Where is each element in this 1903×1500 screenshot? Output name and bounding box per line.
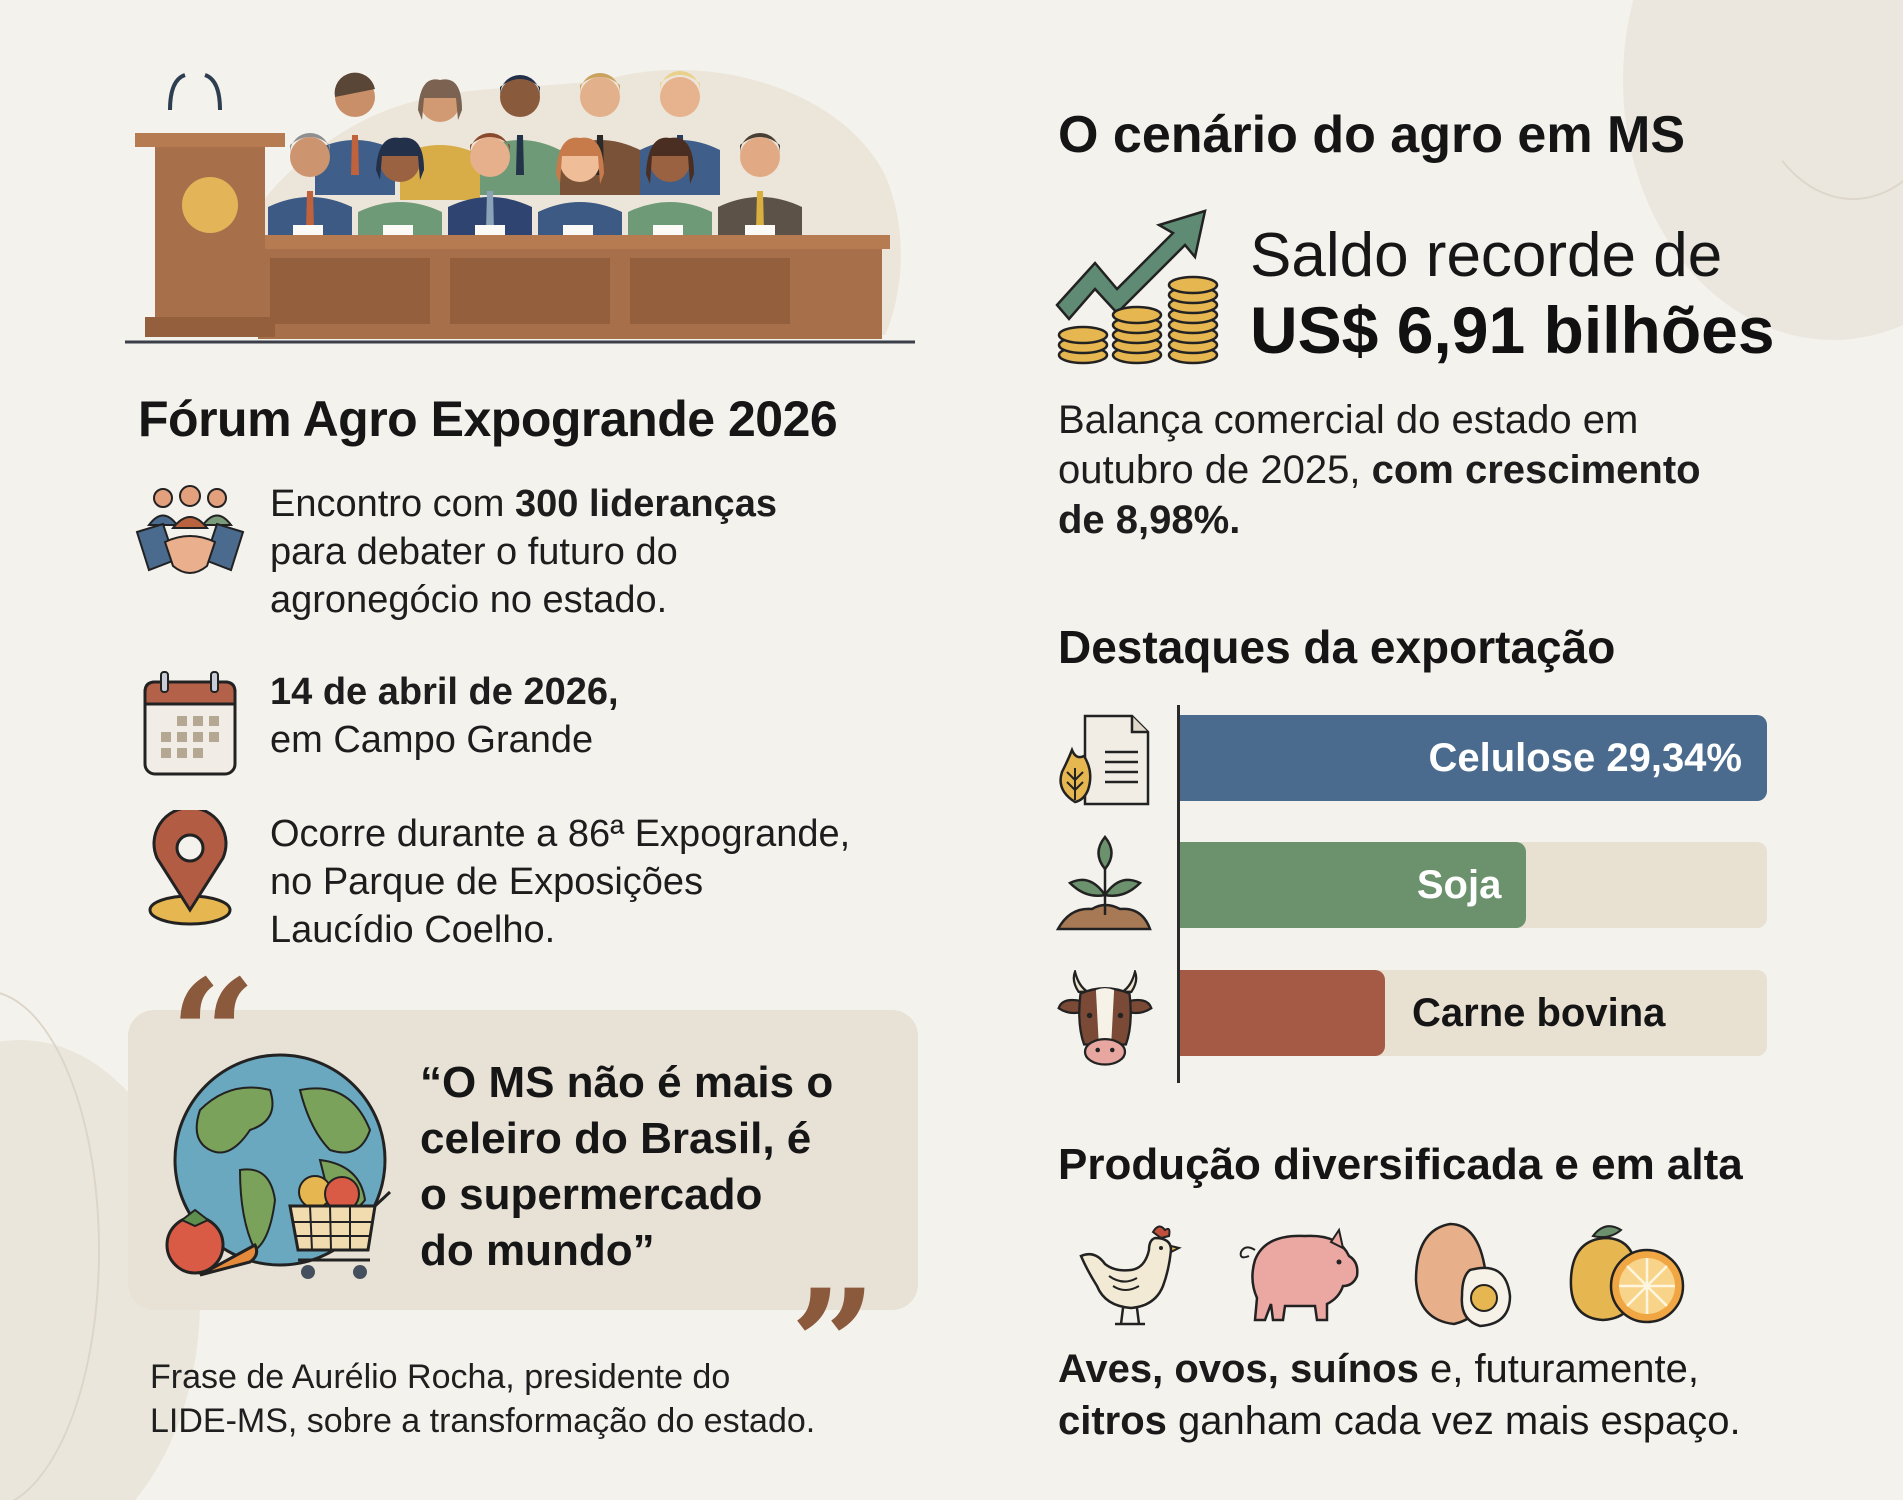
quote-line: “O MS não é mais o xyxy=(420,1058,834,1107)
chart-axis xyxy=(1177,705,1180,1083)
cellulose-paper-leaf-icon xyxy=(1059,714,1150,806)
balanca-line1: Balança comercial do estado em xyxy=(1058,398,1639,442)
cow-head-icon xyxy=(1057,970,1153,1066)
growth-label: com crescimento xyxy=(1371,448,1701,492)
scenario-title: O cenário do agro em MS xyxy=(1058,106,1686,164)
export-bar-soja: Soja xyxy=(1180,842,1767,928)
event-city: em Campo Grande xyxy=(270,719,594,761)
bar-fill xyxy=(1180,970,1386,1056)
growth-value: de 8,98%. xyxy=(1058,498,1241,542)
production-highlight: citros xyxy=(1058,1399,1167,1443)
citrus-icon xyxy=(1569,1225,1685,1324)
exports-title: Destaques da exportação xyxy=(1058,621,1616,673)
quote-attribution: Frase de Aurélio Rocha, presidente do LI… xyxy=(150,1355,815,1443)
growth-arrow-coins-icon xyxy=(1055,209,1219,365)
saldo-label: Saldo recorde de xyxy=(1250,221,1723,290)
attribution-line: Frase de Aurélio Rocha, presidente do xyxy=(150,1358,731,1396)
bar-label: Soja xyxy=(1416,862,1502,907)
info-item-location: Ocorre durante a 86ª Expogrande, no Parq… xyxy=(135,810,850,954)
production-highlight: Aves, ovos, suínos xyxy=(1058,1347,1419,1391)
production-text: e, futuramente, xyxy=(1418,1347,1700,1391)
pig-icon xyxy=(1239,1227,1359,1322)
export-bar-carne-bovina: Carne bovina xyxy=(1180,970,1767,1056)
panel-illustration xyxy=(125,69,915,344)
close-quote-icon: ” xyxy=(790,1257,877,1433)
production-title: Produção diversificada e em alta xyxy=(1058,1140,1743,1189)
attribution-line: LIDE-MS, sobre a transformação do estado… xyxy=(150,1402,816,1440)
quote-line: celeiro do Brasil, é xyxy=(420,1114,812,1163)
globe-with-shopping-cart-icon xyxy=(165,1053,392,1279)
leaders-count: 300 lideranças xyxy=(515,483,777,525)
handshake-people-icon xyxy=(135,485,245,574)
info-item-leaders: Encontro com 300 lideranças para debater… xyxy=(135,480,777,624)
leaders-text-line3: agronegócio no estado. xyxy=(270,579,668,621)
location-line2: no Parque de Exposições xyxy=(270,861,704,903)
location-line3: Laucídio Coelho. xyxy=(270,909,556,951)
saldo-value: US$ 6,91 bilhões xyxy=(1250,293,1775,367)
quote-text: “O MS não é mais o celeiro do Brasil, é … xyxy=(420,1055,900,1279)
bar-fill: Celulose 29,34% xyxy=(1180,715,1767,801)
leaders-text-line2: para debater o futuro do xyxy=(270,531,678,573)
forum-title: Fórum Agro Expogrande 2026 xyxy=(138,391,838,447)
sprout-icon xyxy=(1055,835,1152,931)
production-description: Aves, ovos, suínos e, futuramente, citro… xyxy=(1058,1343,1741,1447)
chicken-icon xyxy=(1079,1225,1182,1326)
bar-fill: Soja xyxy=(1180,842,1527,928)
leaders-text-prefix: Encontro com xyxy=(270,483,515,525)
map-pin-icon xyxy=(148,810,232,926)
bar-label: Celulose 29,34% xyxy=(1428,735,1743,780)
location-line1: Ocorre durante a 86ª Expogrande, xyxy=(270,813,851,855)
bar-label: Carne bovina xyxy=(1412,990,1666,1035)
quote-line: do mundo” xyxy=(420,1226,655,1275)
event-date: 14 de abril de 2026, xyxy=(270,671,619,713)
info-item-date: 14 de abril de 2026, em Campo Grande xyxy=(135,668,619,778)
balanca-description: Balança comercial do estado em outubro d… xyxy=(1058,395,1778,545)
balanca-line2: outubro de 2025, xyxy=(1058,448,1372,492)
export-bar-celulose: Celulose 29,34% xyxy=(1180,715,1767,801)
egg-icon xyxy=(1414,1222,1512,1328)
calendar-icon xyxy=(143,671,237,776)
quote-line: o supermercado xyxy=(420,1170,763,1219)
production-icons xyxy=(1075,1220,1775,1330)
production-text: ganham cada vez mais espaço. xyxy=(1166,1399,1741,1443)
